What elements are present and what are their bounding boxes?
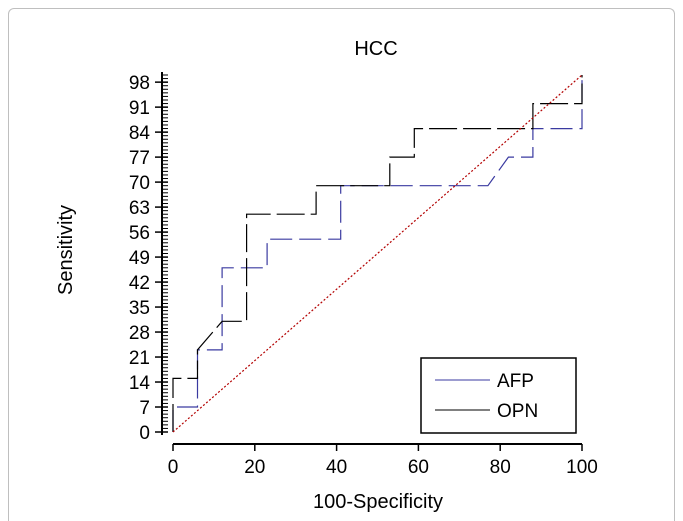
legend-label-opn: OPN	[497, 401, 538, 422]
x-tick-label: 60	[408, 457, 429, 478]
legend: AFP OPN	[420, 357, 577, 434]
y-tick-label: 98	[129, 73, 150, 94]
reference-diagonal-line	[172, 74, 583, 433]
y-tick-label: 14	[129, 373, 151, 394]
legend-box	[420, 357, 577, 434]
y-tick-label: 49	[129, 248, 150, 269]
x-tick-label: 80	[490, 457, 511, 478]
opn-series-line	[172, 75, 583, 432]
axes: 0 7 14 21 28 35 42 49 56 63 70 77 84 91 98 0 20 40 60 80 100	[129, 72, 598, 478]
y-tick-label: 42	[129, 273, 150, 294]
y-tick-label: 63	[129, 198, 150, 219]
chart-title: HCC	[354, 38, 397, 60]
y-tick-label: 91	[129, 98, 150, 119]
y-tick-label: 28	[129, 323, 150, 344]
y-axis-label: Sensitivity	[55, 205, 77, 295]
y-tick-label: 35	[129, 298, 150, 319]
series-layer	[172, 74, 583, 433]
chart-frame	[8, 8, 675, 521]
y-tick-label: 7	[139, 398, 150, 419]
y-tick-label: 21	[129, 348, 150, 369]
legend-label-afp: AFP	[497, 371, 534, 392]
y-tick-label: 77	[129, 148, 150, 169]
y-tick-label: 84	[129, 123, 151, 144]
y-tick-label: 0	[139, 423, 150, 444]
x-tick-label: 100	[566, 457, 598, 478]
x-tick-label: 20	[244, 457, 265, 478]
x-tick-label: 40	[326, 457, 347, 478]
x-axis-label: 100-Specificity	[313, 491, 443, 513]
y-tick-label: 56	[129, 223, 150, 244]
x-tick-label: 0	[168, 457, 179, 478]
y-tick-label: 70	[129, 173, 150, 194]
